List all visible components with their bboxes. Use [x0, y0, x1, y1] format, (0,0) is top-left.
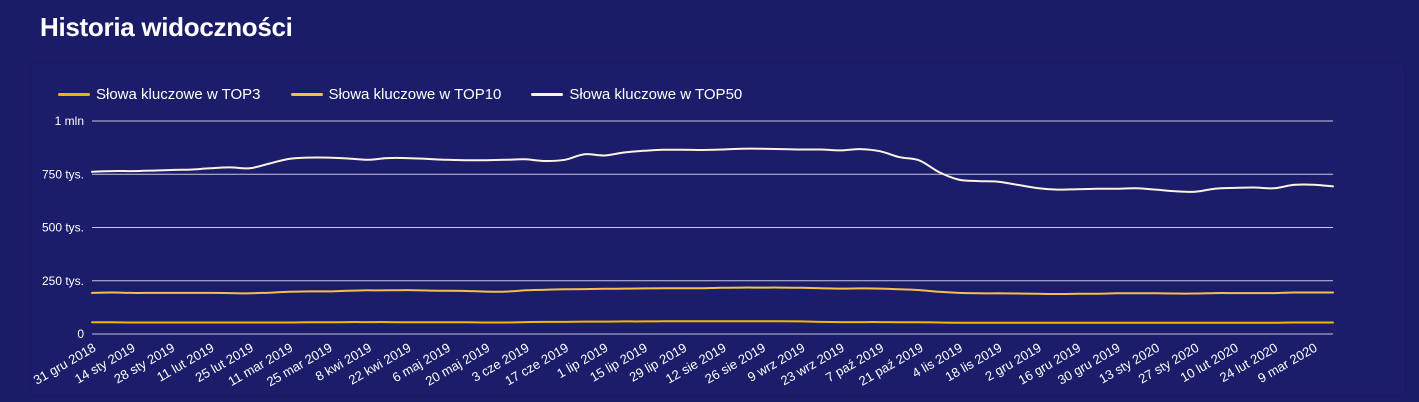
chart-panel — [32, 64, 1404, 394]
legend-item-top10[interactable]: Słowa kluczowe w TOP10 — [290, 86, 502, 103]
y-tick-label: 500 tys. — [42, 221, 84, 235]
legend-item-top3[interactable]: Słowa kluczowe w TOP3 — [58, 86, 261, 103]
y-tick-label: 250 tys. — [42, 274, 84, 288]
series-line-top10[interactable] — [91, 286, 1334, 295]
legend-label-top50: Słowa kluczowe w TOP50 — [569, 86, 743, 103]
y-axis-ticks: 0 250 tys. 500 tys. 750 tys. 1 mln — [42, 114, 84, 341]
legend-swatch-top3 — [58, 93, 90, 96]
series-lines — [91, 147, 1334, 324]
legend-label-top10: Słowa kluczowe w TOP10 — [328, 86, 502, 103]
gridlines — [92, 120, 1333, 335]
series-line-top3[interactable] — [91, 320, 1334, 324]
y-tick-label: 0 — [77, 327, 84, 341]
legend-label-top3: Słowa kluczowe w TOP3 — [96, 86, 261, 103]
page-title: Historia widoczności — [40, 12, 293, 42]
legend-swatch-top10 — [290, 93, 323, 96]
y-tick-label: 1 mln — [55, 114, 84, 128]
chart-legend: Słowa kluczowe w TOP3 Słowa kluczowe w T… — [58, 86, 742, 103]
series-line-top50[interactable] — [91, 147, 1334, 193]
legend-swatch-top50 — [531, 93, 564, 96]
y-tick-label: 750 tys. — [42, 167, 84, 181]
legend-item-top50[interactable]: Słowa kluczowe w TOP50 — [531, 86, 742, 103]
